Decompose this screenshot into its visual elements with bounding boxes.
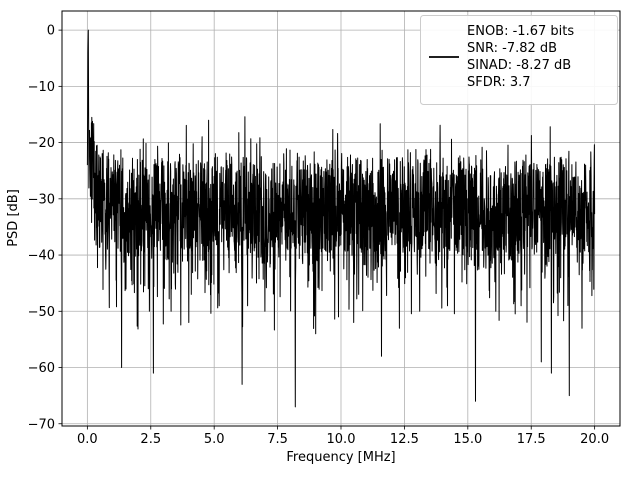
x-tick-label: 0.0 bbox=[77, 432, 98, 447]
y-tick-label: −50 bbox=[28, 305, 55, 320]
plot-area: 0.0 2.5 5.0 7.5 10.0 12.5 15.0 17.5 20.0 0 −10 −20 −… bbox=[28, 10, 621, 447]
y-tick-label: −70 bbox=[28, 417, 55, 432]
x-tick-label: 12.5 bbox=[390, 432, 419, 447]
x-tick-label: 10.0 bbox=[327, 432, 356, 447]
x-tick-label: 5.0 bbox=[204, 432, 225, 447]
x-tick-label: 17.5 bbox=[517, 432, 546, 447]
y-tick-label: −60 bbox=[28, 361, 55, 376]
y-tick-label: −40 bbox=[28, 249, 55, 264]
legend-box bbox=[420, 15, 618, 105]
legend-entry-sinad: SINAD: -8.27 dB bbox=[467, 58, 571, 73]
legend: ENOB: -1.67 bits SNR: -7.82 dB SINAD: -8… bbox=[420, 15, 618, 105]
psd-trace bbox=[86, 29, 596, 408]
y-tick-label: 0 bbox=[47, 24, 55, 39]
x-axis-label: Frequency [MHz] bbox=[286, 450, 395, 465]
legend-entry-snr: SNR: -7.82 dB bbox=[467, 41, 557, 56]
y-axis-label: PSD [dB] bbox=[6, 189, 21, 247]
y-tick-label: −30 bbox=[28, 192, 55, 207]
x-tick-label: 20.0 bbox=[580, 432, 609, 447]
legend-entry-enob: ENOB: -1.67 bits bbox=[467, 24, 574, 39]
legend-entry-sfdr: SFDR: 3.7 bbox=[467, 75, 531, 90]
x-tick-label: 15.0 bbox=[453, 432, 482, 447]
x-tick-label: 7.5 bbox=[267, 432, 288, 447]
y-tick-label: −10 bbox=[28, 80, 55, 95]
x-tick-label: 2.5 bbox=[140, 432, 161, 447]
y-tick-label: −20 bbox=[28, 136, 55, 151]
